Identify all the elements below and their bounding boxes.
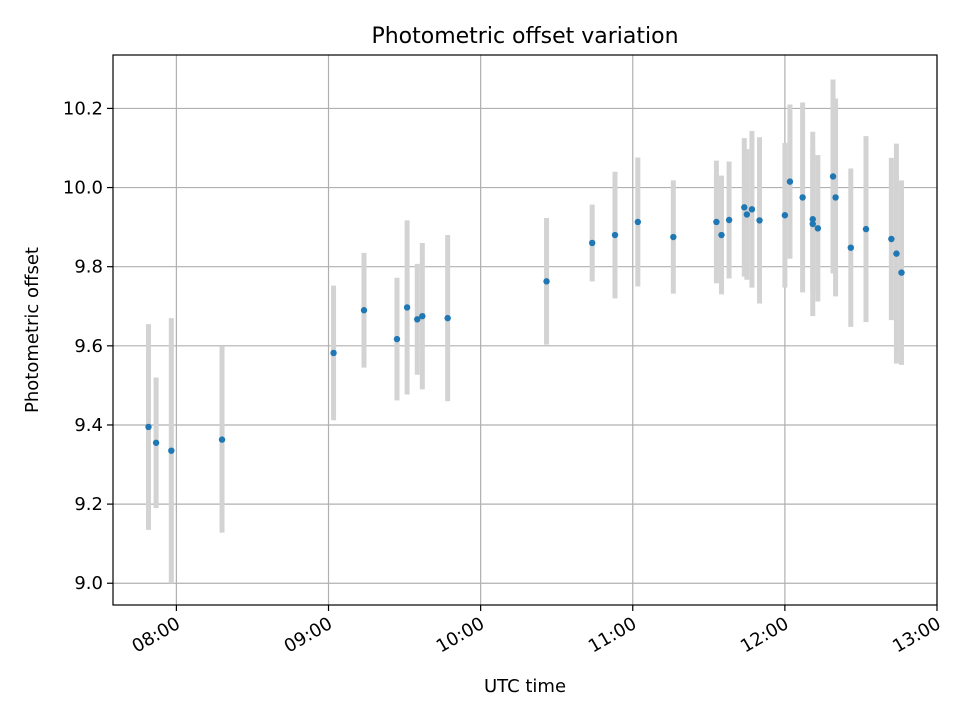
chart-title: Photometric offset variation [371, 24, 678, 49]
data-point [403, 304, 411, 311]
data-point [862, 225, 870, 233]
data-point [741, 204, 748, 211]
data-point [543, 278, 550, 285]
data-point [218, 436, 226, 443]
data-point [809, 220, 816, 228]
data-point [809, 216, 816, 223]
y-axis-label: Photometric offset [22, 247, 43, 413]
data-point [670, 233, 677, 241]
data-point [893, 250, 900, 257]
data-point [814, 225, 822, 232]
x-axis-label: UTC time [484, 676, 566, 697]
data-point [847, 244, 854, 251]
x-tick-label: 09:00 [281, 613, 336, 657]
data-point [611, 231, 619, 239]
y-tick-label: 10.0 [63, 178, 103, 199]
data-point [419, 312, 426, 320]
data-point [444, 314, 451, 322]
data-point [330, 349, 337, 357]
data-point [748, 206, 756, 213]
data-point [898, 269, 905, 276]
y-axis-ticks: 9.0 9.2 9.4 9.6 9.8 10.0 10.2 [63, 98, 113, 594]
data-point [781, 212, 789, 219]
y-tick-label: 9.2 [74, 494, 103, 515]
y-tick-label: 9.6 [74, 336, 103, 357]
data-point [360, 307, 368, 314]
data-point [414, 316, 421, 323]
data-point [634, 218, 642, 226]
data-point [145, 423, 152, 431]
data-point [168, 447, 175, 454]
y-tick-label: 10.2 [63, 98, 103, 119]
data-point [743, 211, 751, 218]
data-point [393, 335, 401, 343]
data-point [786, 178, 794, 185]
data-point [756, 217, 763, 224]
data-point [152, 439, 160, 446]
data-point [799, 194, 806, 201]
data-point [888, 235, 895, 243]
plot-frame [112, 54, 938, 606]
data-point [832, 194, 839, 201]
y-tick-label: 9.4 [74, 415, 103, 436]
data-point [713, 218, 720, 226]
data-point [718, 231, 725, 239]
data-point [725, 216, 733, 224]
y-tick-label: 9.0 [74, 573, 103, 594]
x-tick-label: 10:00 [433, 613, 488, 657]
data-point [829, 173, 837, 180]
data-point [588, 239, 596, 247]
y-tick-label: 9.8 [74, 257, 103, 278]
x-tick-label: 12:00 [737, 613, 792, 657]
error-bars [145, 79, 905, 584]
data-points [145, 173, 905, 454]
x-tick-label: 11:00 [585, 613, 640, 657]
x-axis-ticks: 08:00 09:00 10:00 11:00 12:00 13:00 [128, 605, 945, 657]
x-tick-label: 13:00 [889, 613, 944, 657]
x-tick-label: 08:00 [128, 613, 183, 657]
